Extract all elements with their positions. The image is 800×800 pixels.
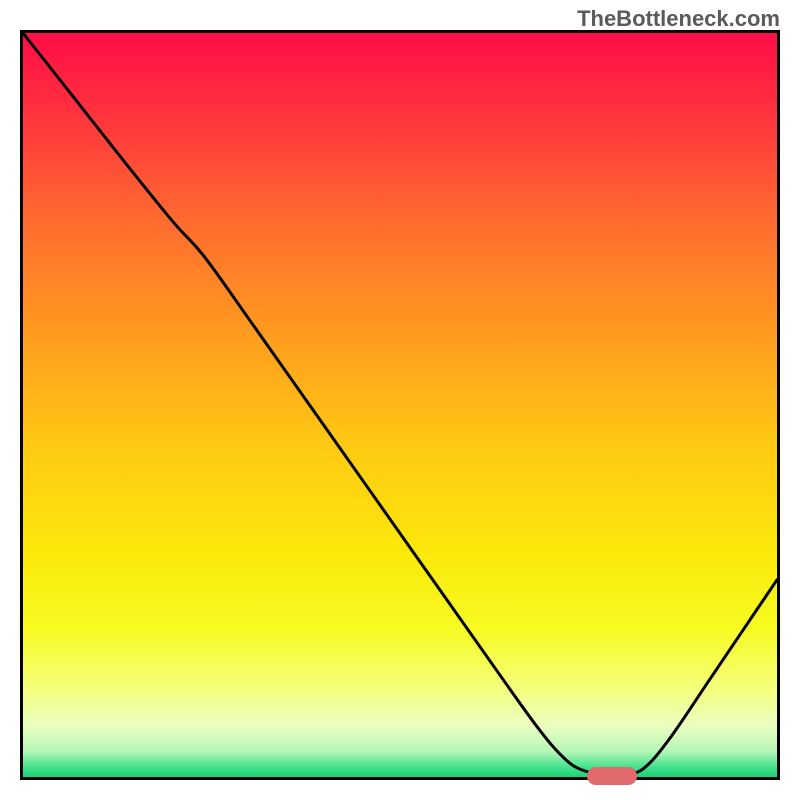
bottleneck-chart <box>20 30 780 780</box>
watermark-text: TheBottleneck.com <box>577 6 780 32</box>
chart-curve <box>23 33 777 777</box>
optimal-marker <box>587 767 636 785</box>
